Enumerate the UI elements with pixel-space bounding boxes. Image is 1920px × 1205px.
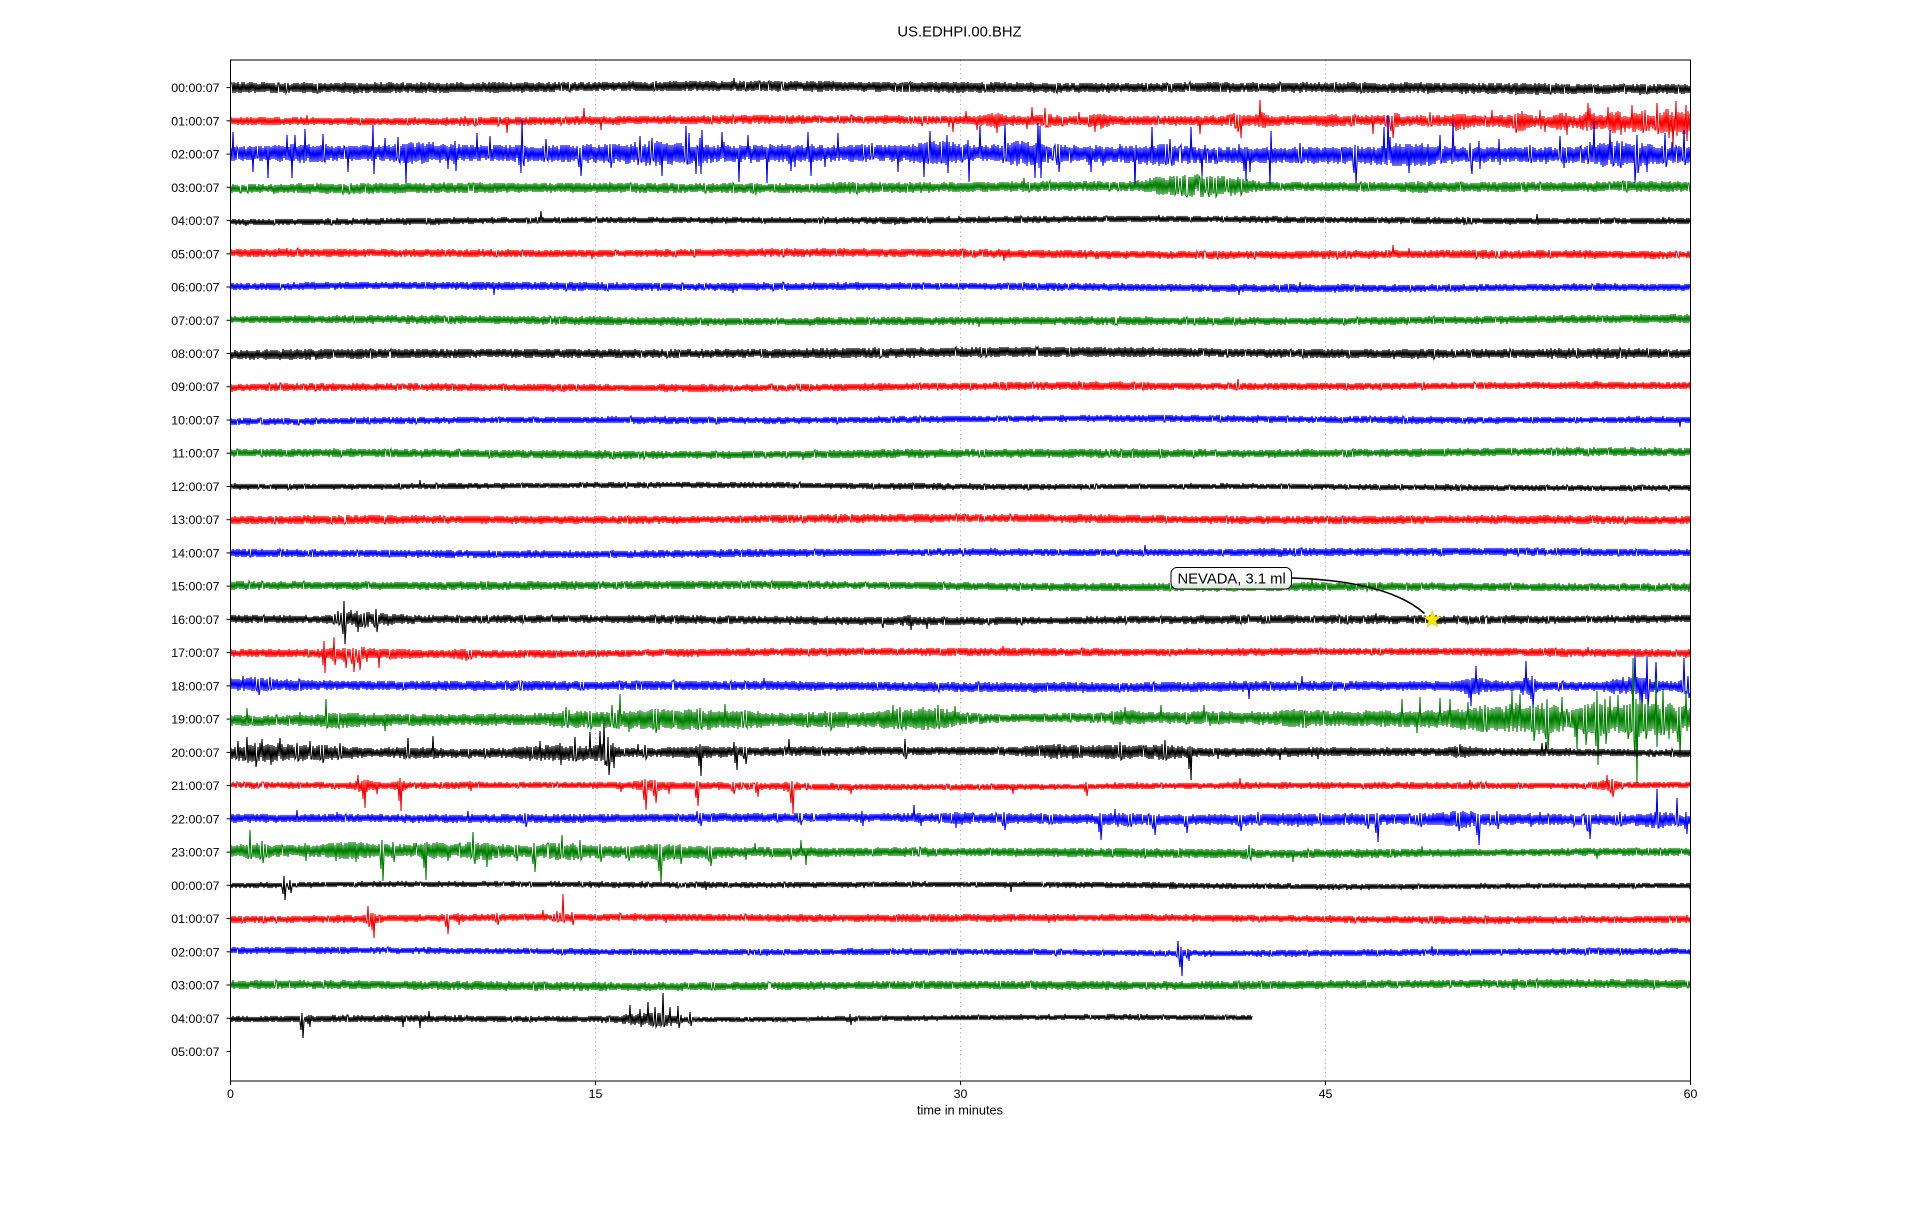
svg-text:20:00:07: 20:00:07 xyxy=(171,746,219,760)
svg-text:11:00:07: 11:00:07 xyxy=(172,447,219,461)
svg-text:08:00:07: 08:00:07 xyxy=(171,347,219,361)
svg-text:time in minutes: time in minutes xyxy=(917,1103,1003,1118)
svg-text:14:00:07: 14:00:07 xyxy=(171,546,219,560)
svg-text:02:00:07: 02:00:07 xyxy=(171,945,219,959)
svg-text:12:00:07: 12:00:07 xyxy=(171,480,219,494)
svg-text:17:00:07: 17:00:07 xyxy=(171,646,219,660)
svg-text:04:00:07: 04:00:07 xyxy=(171,214,219,228)
svg-text:03:00:07: 03:00:07 xyxy=(171,181,219,195)
svg-text:02:00:07: 02:00:07 xyxy=(171,148,219,162)
svg-text:06:00:07: 06:00:07 xyxy=(171,281,219,295)
svg-text:21:00:07: 21:00:07 xyxy=(171,779,219,793)
svg-text:01:00:07: 01:00:07 xyxy=(171,114,219,128)
svg-text:13:00:07: 13:00:07 xyxy=(171,513,219,527)
svg-text:30: 30 xyxy=(954,1087,968,1101)
svg-text:NEVADA, 3.1 ml: NEVADA, 3.1 ml xyxy=(1178,571,1286,587)
svg-text:45: 45 xyxy=(1319,1087,1333,1101)
svg-text:10:00:07: 10:00:07 xyxy=(171,414,219,428)
svg-text:60: 60 xyxy=(1684,1087,1698,1101)
svg-text:00:00:07: 00:00:07 xyxy=(171,81,219,95)
svg-text:16:00:07: 16:00:07 xyxy=(171,613,219,627)
svg-text:19:00:07: 19:00:07 xyxy=(171,713,219,727)
svg-text:18:00:07: 18:00:07 xyxy=(171,679,219,693)
svg-text:00:00:07: 00:00:07 xyxy=(171,879,219,893)
svg-text:0: 0 xyxy=(227,1087,234,1101)
svg-text:05:00:07: 05:00:07 xyxy=(171,247,219,261)
svg-text:22:00:07: 22:00:07 xyxy=(171,812,219,826)
svg-text:09:00:07: 09:00:07 xyxy=(171,380,219,394)
svg-text:15: 15 xyxy=(589,1087,603,1101)
svg-text:07:00:07: 07:00:07 xyxy=(171,314,219,328)
svg-text:15:00:07: 15:00:07 xyxy=(171,580,219,594)
svg-text:23:00:07: 23:00:07 xyxy=(171,846,219,860)
svg-text:03:00:07: 03:00:07 xyxy=(171,979,219,993)
svg-text:04:00:07: 04:00:07 xyxy=(171,1012,219,1026)
svg-text:05:00:07: 05:00:07 xyxy=(171,1045,219,1059)
svg-text:01:00:07: 01:00:07 xyxy=(171,912,219,926)
svg-text:US.EDHPI.00.BHZ: US.EDHPI.00.BHZ xyxy=(897,25,1021,41)
